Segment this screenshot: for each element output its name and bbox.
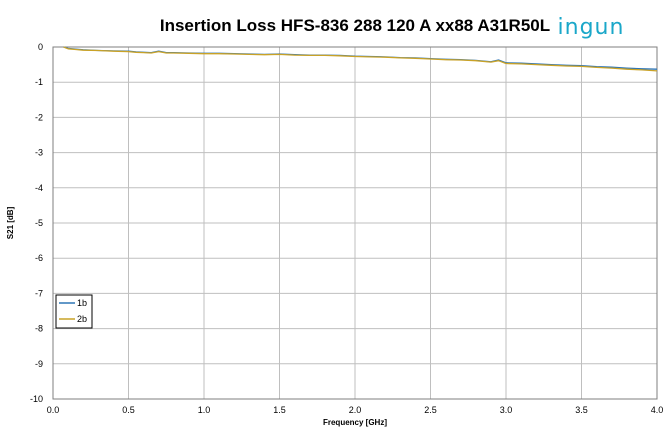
legend-label-2b: 2b <box>77 314 87 324</box>
plot-area-border <box>52 46 658 400</box>
tick-label-layer: 0.0 0.5 1.0 1.5 2.0 2.5 3.0 3.5 4.0 0 -1 -2 -3 -4 -5 -6… <box>30 42 663 415</box>
x-tick-label: 3.5 <box>575 405 588 415</box>
y-tick-label: -5 <box>35 218 43 228</box>
y-tick-label: -6 <box>35 253 43 263</box>
x-tick-label: 1.5 <box>273 405 286 415</box>
x-axis-label: Frequency [GHz] <box>323 418 387 427</box>
series-layer <box>63 46 658 72</box>
x-tick-label: 2.0 <box>349 405 362 415</box>
ingun-logo: ingun <box>558 15 625 40</box>
legend: 1b 2b <box>55 294 93 329</box>
y-tick-label: -2 <box>35 112 43 122</box>
y-tick-label: -4 <box>35 183 43 193</box>
y-axis-label: S21 [dB] <box>6 206 15 239</box>
legend-box <box>55 294 93 329</box>
x-tick-label: 0.0 <box>47 405 60 415</box>
series-line-2b <box>63 46 658 72</box>
y-tick-label: -1 <box>35 77 43 87</box>
x-tick-label: 2.5 <box>424 405 437 415</box>
y-tick-label: -10 <box>30 394 43 404</box>
y-tick-label: -3 <box>35 148 43 158</box>
y-tick-label: -7 <box>35 288 43 298</box>
y-tick-label: -8 <box>35 324 43 334</box>
x-tick-label: 4.0 <box>651 405 664 415</box>
y-tick-label: 0 <box>38 42 43 52</box>
legend-label-1b: 1b <box>77 298 87 308</box>
y-tick-label: -9 <box>35 359 43 369</box>
x-tick-label: 0.5 <box>122 405 135 415</box>
x-tick-label: 1.0 <box>198 405 211 415</box>
x-tick-label: 3.0 <box>500 405 513 415</box>
chart-title: Insertion Loss HFS-836 288 120 A xx88 A3… <box>160 16 550 35</box>
